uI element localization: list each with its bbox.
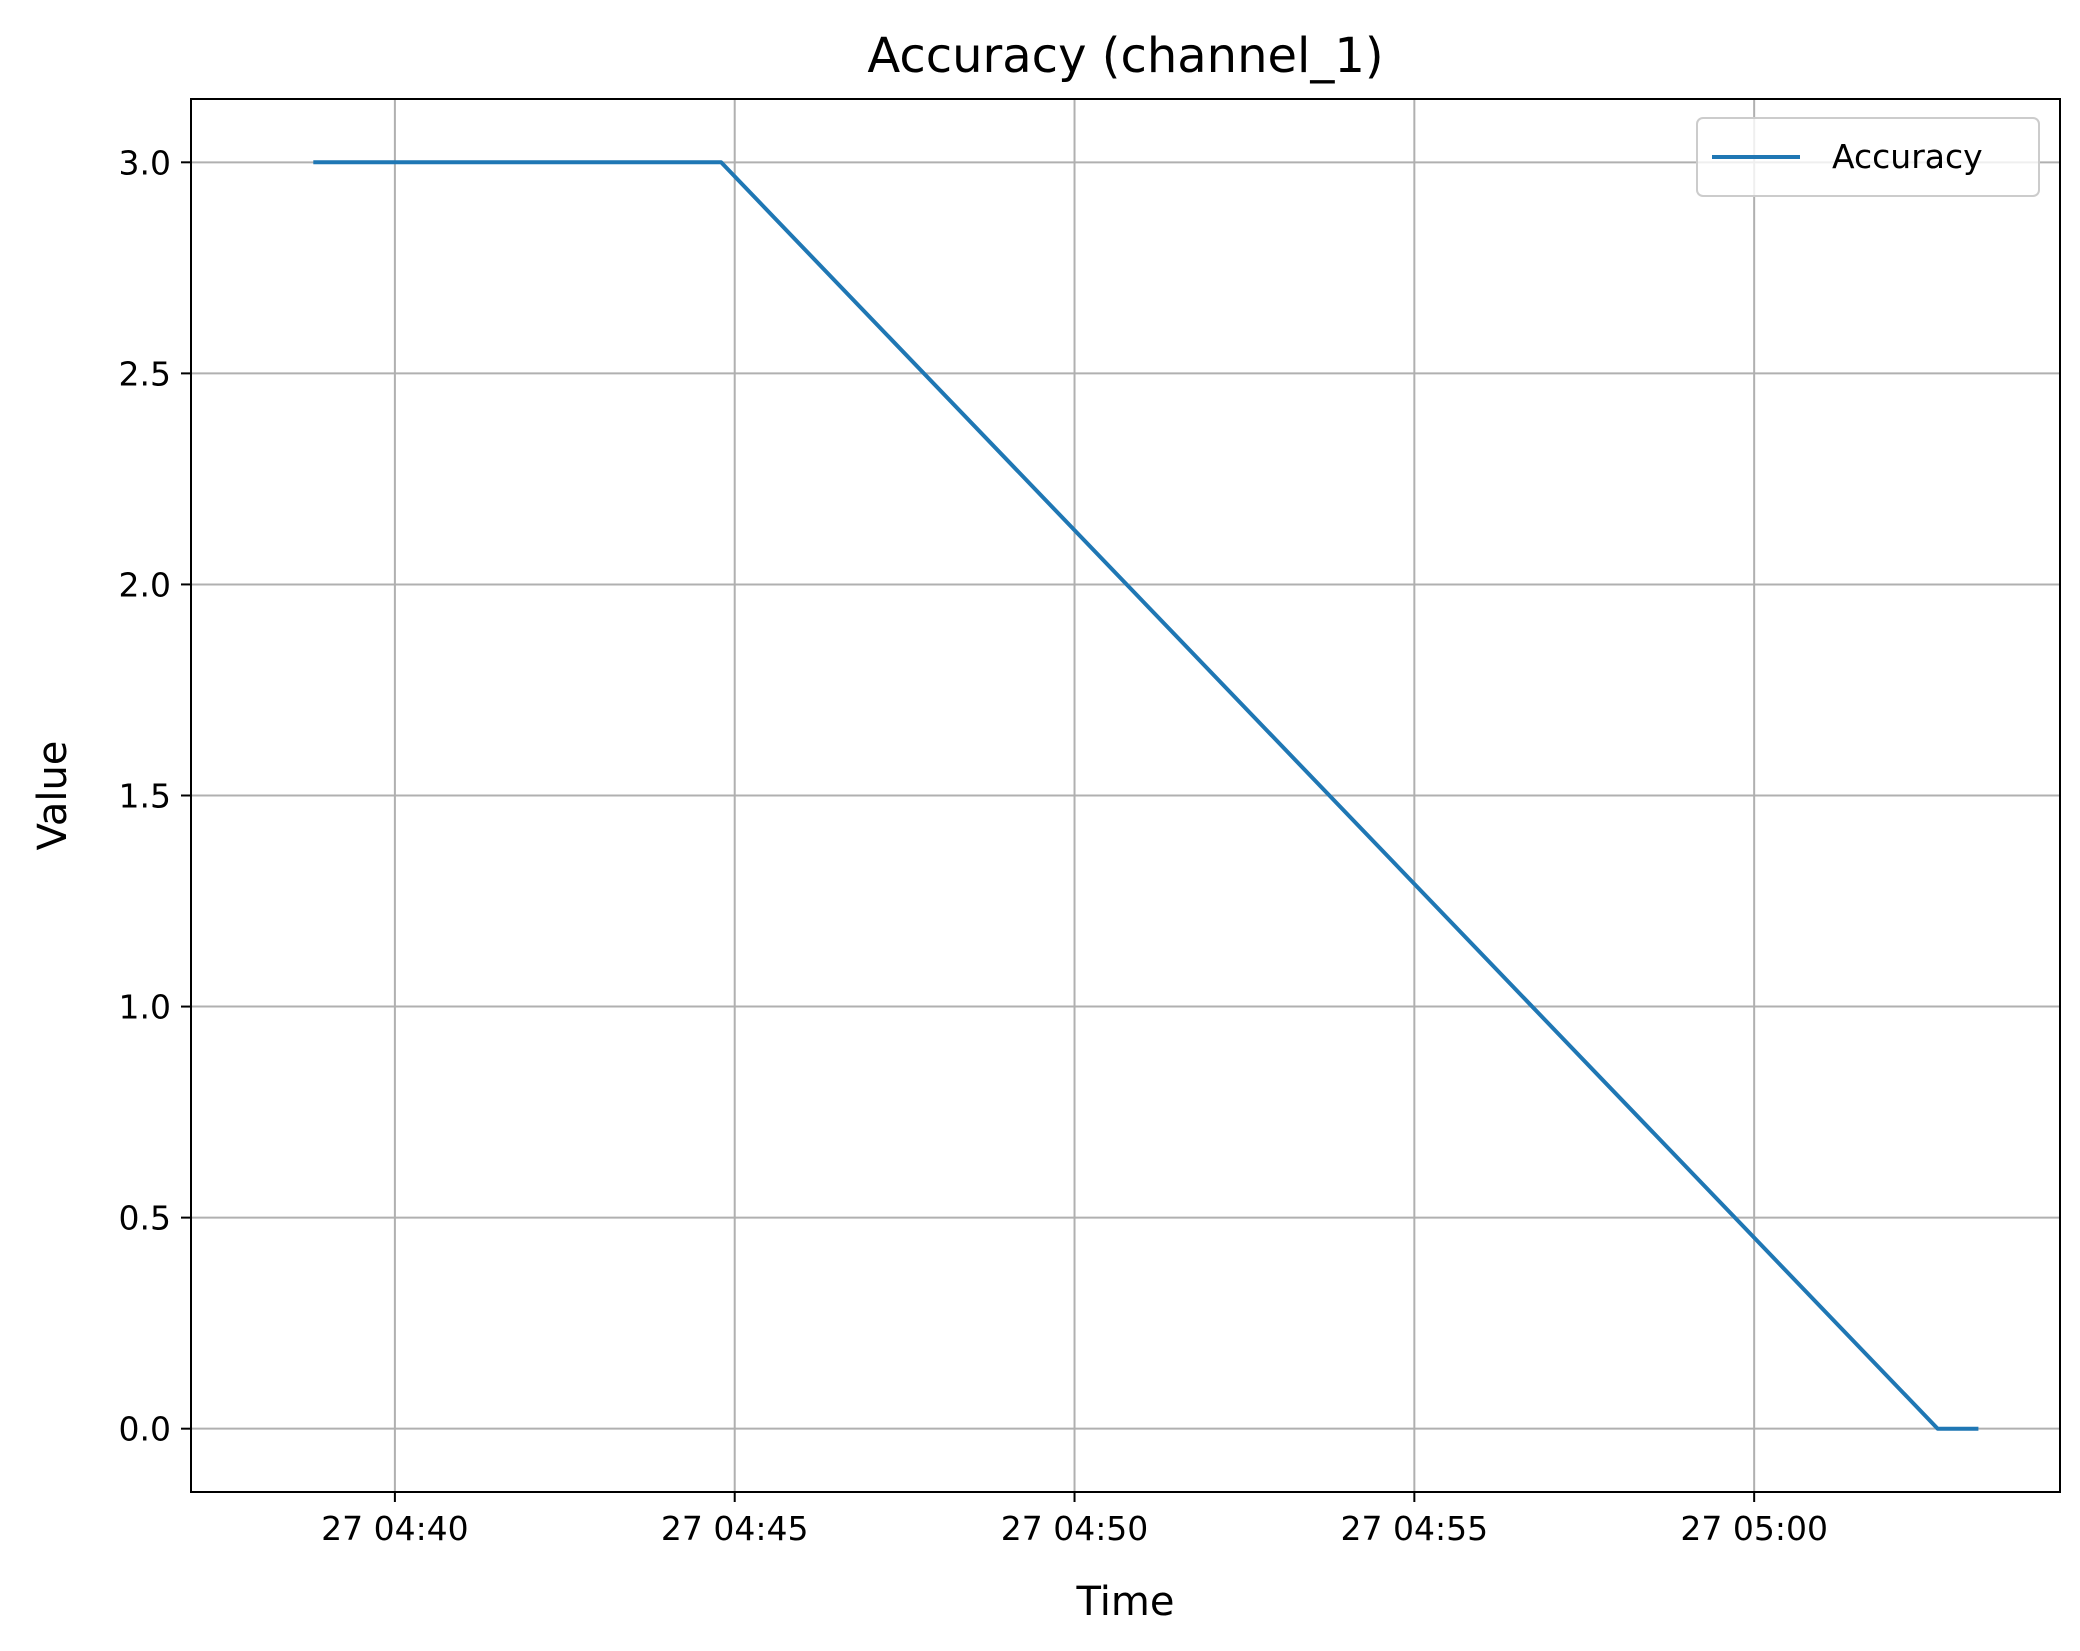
- y-tick-label: 2.0: [119, 565, 171, 604]
- y-tick-label: 0.5: [119, 1199, 171, 1238]
- x-axis-label: Time: [1076, 1579, 1175, 1625]
- y-tick-label: 3.0: [119, 143, 171, 182]
- y-axis-label: Value: [30, 741, 76, 851]
- series-line-accuracy: [313, 160, 1979, 1431]
- y-tick-label: 2.5: [119, 354, 171, 393]
- ticks: 27 04:40 27 04:45 27 04:50 27 04:55 27 05:00…: [119, 143, 1828, 1548]
- legend-box: [1696, 117, 2040, 197]
- x-tick-label: 27 04:45: [661, 1509, 809, 1548]
- series-layer: [313, 160, 1979, 1431]
- y-tick-label: 1.0: [119, 988, 171, 1027]
- x-tick-label: 27 04:55: [1341, 1509, 1489, 1548]
- chart-title: Accuracy (channel_1): [867, 28, 1383, 84]
- y-tick-label: 1.5: [119, 777, 171, 816]
- legend: Accuracy: [1696, 117, 2040, 197]
- legend-label: Accuracy: [1832, 137, 1983, 176]
- y-tick-label: 0.0: [119, 1410, 171, 1449]
- x-tick-label: 27 05:00: [1680, 1509, 1828, 1548]
- x-tick-label: 27 04:40: [321, 1509, 469, 1548]
- x-tick-label: 27 04:50: [1001, 1509, 1149, 1548]
